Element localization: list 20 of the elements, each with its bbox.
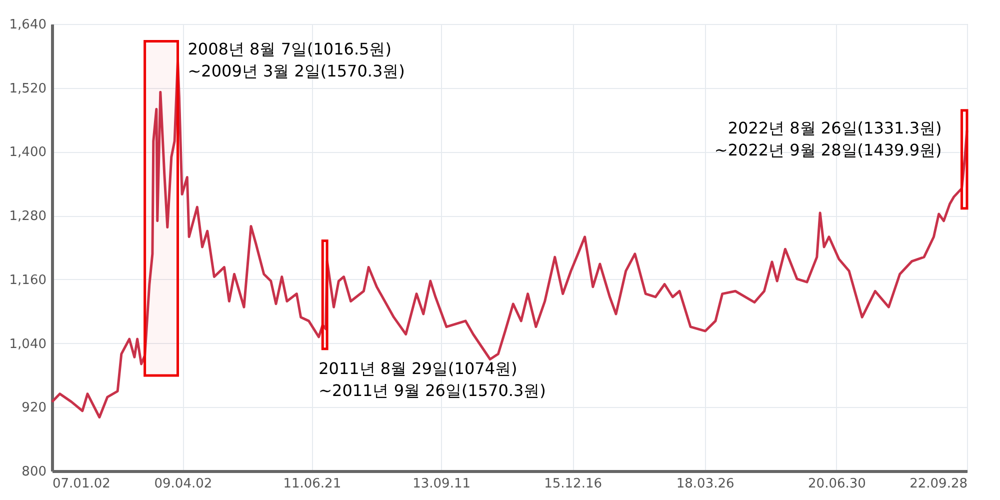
x-tick-label: 11.06.21 — [283, 476, 342, 492]
band-label: 2011년 8월 29일(1074원) ~2011년 9월 26일(1570.3원) — [318, 358, 546, 400]
y-tick-label: 1,160 — [9, 272, 46, 288]
x-tick-label: 18.03.26 — [676, 476, 734, 492]
y-tick-label: 920 — [22, 400, 46, 416]
y-tick-label: 1,280 — [9, 209, 46, 224]
x-tick-label: 20.06.30 — [808, 476, 866, 492]
band-label: 2008년 8월 7일(1016.5원) ~2009년 3월 2일(1570.3원) — [188, 39, 405, 80]
line-series — [50, 60, 968, 419]
y-tick-label: 1,520 — [9, 81, 46, 96]
x-tick-label: 13.09.11 — [412, 476, 470, 492]
x-tick-label: 15.12.16 — [544, 476, 602, 492]
x-tick-label: 09.04.02 — [154, 476, 212, 492]
x-tick-label: 07.01.02 — [52, 476, 110, 492]
y-tick-label: 1,400 — [9, 145, 46, 160]
x-tick-label: 22.09.28 — [910, 476, 968, 492]
y-tick-label: 1,640 — [9, 18, 46, 32]
y-tick-label: 1,040 — [9, 336, 46, 352]
band-label: 2022년 8월 26일(1331.3원) ~2022년 9월 28일(1439.9원) — [714, 118, 942, 160]
y-tick-label: 800 — [22, 464, 46, 480]
